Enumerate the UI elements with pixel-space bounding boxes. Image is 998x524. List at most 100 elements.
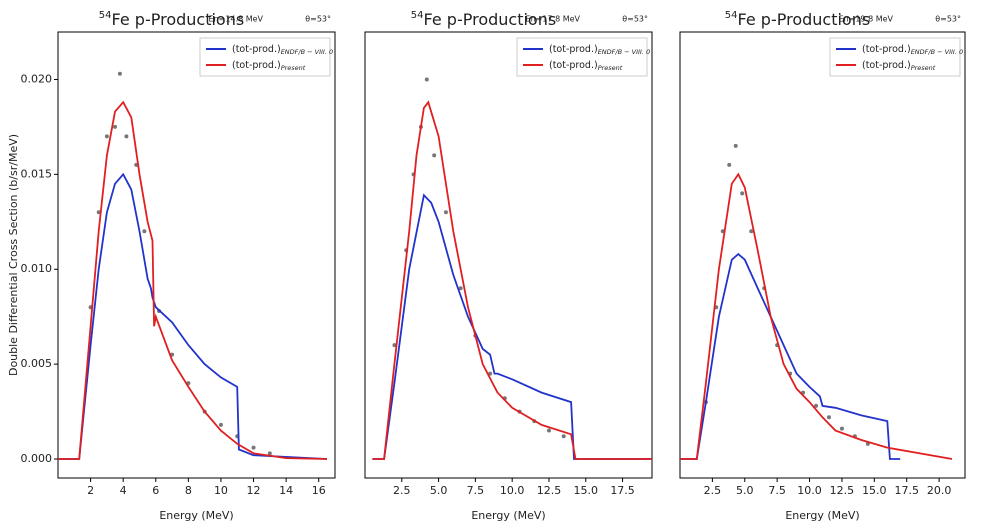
legend-box [199, 37, 331, 77]
x-tick-label: 5.0 [430, 484, 448, 497]
x-tick-label: 14 [279, 484, 293, 497]
data-point [142, 229, 147, 234]
data-point [96, 210, 101, 215]
y-tick-label: 0.020 [21, 72, 53, 85]
x-axis-label: Energy (MeV) [785, 509, 859, 522]
x-tick-label: 7.5 [768, 484, 786, 497]
legend-subscript: Present [598, 64, 623, 72]
data-point [267, 451, 272, 456]
x-tick-label: 10 [214, 484, 228, 497]
data-point [733, 143, 738, 148]
chart-title: 54Fe p-Productions [99, 10, 244, 29]
data-point [826, 415, 831, 420]
legend-name: (tot-prod.) [232, 60, 281, 71]
plot-frame [679, 31, 966, 479]
y-axis-label: Double Differential Cross Section (b/sr/… [7, 134, 20, 376]
x-tick-label: 6 [152, 484, 159, 497]
plot-frame [364, 31, 653, 479]
data-point [424, 77, 429, 82]
data-point [561, 434, 566, 439]
y-tick-label: 0.015 [21, 167, 53, 180]
annotation: En=19.8 MeV [839, 15, 894, 24]
series-line [372, 100, 652, 460]
legend-box [829, 37, 961, 77]
legend-name: (tot-prod.) [862, 44, 911, 55]
annotation: θ=53° [935, 15, 961, 24]
data-point [727, 162, 732, 167]
title-superscript: 54 [411, 10, 424, 21]
title-superscript: 54 [99, 10, 112, 21]
legend-label: (tot-prod.)ENDF/B − VIII. 0 [549, 44, 650, 57]
data-point [546, 428, 551, 433]
annotation: En=17.8 MeV [526, 15, 581, 24]
title-superscript: 54 [725, 10, 738, 21]
data-point [251, 445, 256, 450]
x-tick-label: 17.5 [894, 484, 919, 497]
x-tick-label: 16 [312, 484, 326, 497]
series-line [680, 252, 901, 460]
plot-frame [57, 31, 336, 479]
data-point [443, 210, 448, 215]
data-point [458, 286, 463, 291]
x-tick-label: 4 [120, 484, 127, 497]
x-axis-label: Energy (MeV) [159, 509, 233, 522]
annotation: θ=53° [305, 15, 331, 24]
legend-name: (tot-prod.) [862, 60, 911, 71]
data-point [117, 71, 122, 76]
chart-title: 54Fe p-Productions [725, 10, 870, 29]
x-tick-label: 2 [87, 484, 94, 497]
series-line [372, 193, 652, 460]
x-tick-label: 12.5 [830, 484, 855, 497]
legend-label: (tot-prod.)ENDF/B − VIII. 0 [232, 44, 333, 57]
x-tick-label: 7.5 [467, 484, 485, 497]
legend-subscript: ENDF/B − VIII. 0 [598, 48, 650, 56]
data-point [104, 134, 109, 139]
legend-subscript: ENDF/B − VIII. 0 [911, 48, 963, 56]
legend-label: (tot-prod.)Present [549, 60, 623, 73]
series-line [680, 172, 953, 460]
x-axis-label: Energy (MeV) [471, 509, 545, 522]
data-point [814, 403, 819, 408]
data-point [392, 343, 397, 348]
x-tick-label: 8 [185, 484, 192, 497]
legend-box [516, 37, 648, 77]
x-tick-label: 17.5 [610, 484, 635, 497]
chart-title: 54Fe p-Productions [411, 10, 556, 29]
x-tick-label: 10.0 [500, 484, 525, 497]
data-point [113, 124, 118, 129]
y-tick-label: 0.005 [21, 357, 53, 370]
y-tick-label: 0.000 [21, 452, 53, 465]
title-text: Fe p-Productions [424, 10, 557, 29]
x-tick-label: 20.0 [927, 484, 952, 497]
legend-subscript: Present [911, 64, 936, 72]
title-text: Fe p-Productions [738, 10, 871, 29]
data-point [218, 422, 223, 427]
legend-subscript: Present [281, 64, 306, 72]
x-tick-label: 12 [247, 484, 261, 497]
data-point [432, 153, 437, 158]
data-point [124, 134, 129, 139]
x-tick-label: 2.5 [704, 484, 722, 497]
x-tick-label: 2.5 [393, 484, 411, 497]
y-tick-label: 0.010 [21, 262, 53, 275]
legend-label: (tot-prod.)Present [862, 60, 936, 73]
legend-name: (tot-prod.) [549, 44, 598, 55]
x-tick-label: 5.0 [736, 484, 754, 497]
data-point [839, 426, 844, 431]
series-line [58, 172, 327, 460]
annotation: θ=53° [622, 15, 648, 24]
legend-name: (tot-prod.) [232, 44, 281, 55]
series-line [58, 100, 327, 460]
x-tick-label: 12.5 [537, 484, 562, 497]
title-text: Fe p-Productions [112, 10, 245, 29]
legend-subscript: ENDF/B − VIII. 0 [281, 48, 333, 56]
legend-name: (tot-prod.) [549, 60, 598, 71]
legend-label: (tot-prod.)ENDF/B − VIII. 0 [862, 44, 963, 57]
data-point [740, 191, 745, 196]
x-tick-label: 15.0 [574, 484, 599, 497]
x-tick-label: 15.0 [862, 484, 887, 497]
